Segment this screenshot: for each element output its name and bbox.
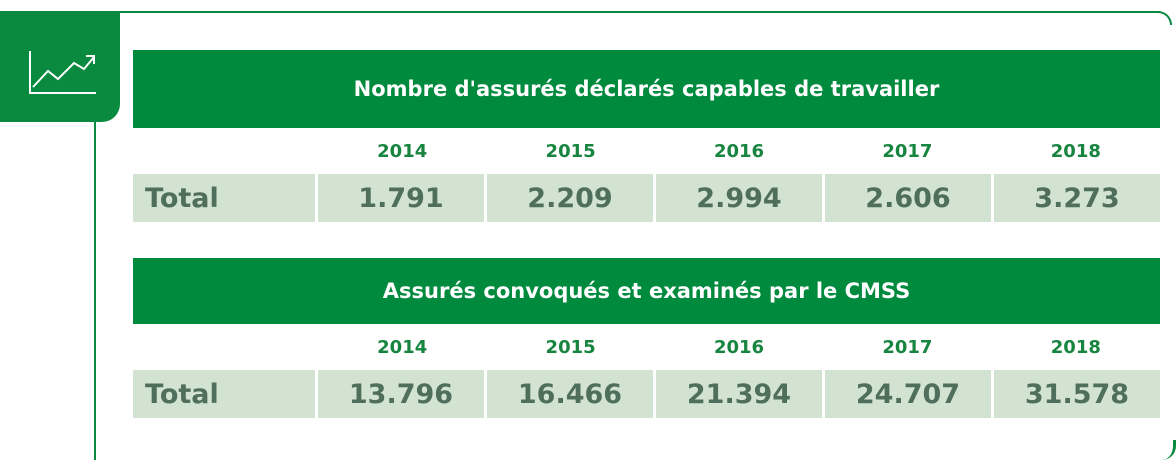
- frame-line: [94, 120, 96, 460]
- cell: 16.466: [487, 370, 653, 418]
- table: Nombre d'assurés déclarés capables de tr…: [133, 50, 1160, 222]
- table: Assurés convoqués et examinés par le CMS…: [133, 258, 1160, 418]
- table-title: Nombre d'assurés déclarés capables de tr…: [133, 50, 1160, 128]
- row-label: Total: [133, 174, 315, 222]
- cell: 3.273: [994, 174, 1160, 222]
- cell: 2.209: [487, 174, 653, 222]
- cell: 24.707: [825, 370, 991, 418]
- year: 2014: [377, 336, 428, 358]
- year: 2018: [1050, 336, 1101, 358]
- cell: 1.791: [318, 174, 484, 222]
- frame-corner: [1158, 440, 1176, 460]
- frame-corner: [1158, 11, 1172, 25]
- frame-line: [118, 11, 1160, 13]
- row-label: Total: [133, 370, 315, 418]
- cell: 21.394: [656, 370, 822, 418]
- year: 2017: [882, 336, 933, 358]
- cell: 13.796: [318, 370, 484, 418]
- trend-icon: [29, 51, 96, 94]
- cell: 2.606: [825, 174, 991, 222]
- year: 2016: [713, 336, 765, 358]
- year-row: 2014 2015 2016 2017 2018: [133, 128, 1160, 174]
- table-title: Assurés convoqués et examinés par le CMS…: [133, 258, 1160, 324]
- year: 2014: [377, 140, 428, 162]
- year: 2017: [882, 140, 933, 162]
- year-row: 2014 2015 2016 2017 2018: [133, 324, 1160, 370]
- total-row: Total 13.796 16.466 21.394 24.707 31.578: [133, 370, 1160, 418]
- icon-box: [0, 11, 120, 122]
- total-row: Total 1.791 2.209 2.994 2.606 3.273: [133, 174, 1160, 222]
- year: 2018: [1050, 140, 1101, 162]
- cell: 31.578: [994, 370, 1160, 418]
- year: 2015: [545, 140, 596, 162]
- cell: 2.994: [656, 174, 822, 222]
- year: 2015: [545, 336, 596, 358]
- year: 2016: [713, 140, 765, 162]
